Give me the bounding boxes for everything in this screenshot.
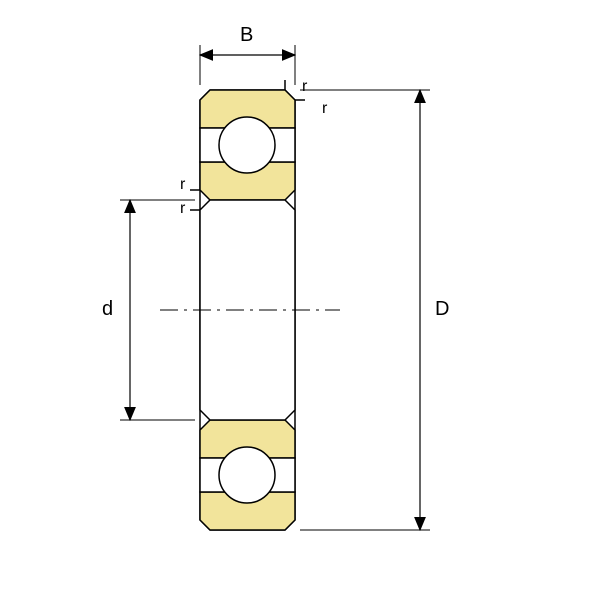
bearing-diagram — [0, 0, 600, 600]
label-r-outer-top: r — [302, 78, 307, 96]
inner-bore-outline — [200, 200, 295, 420]
drawing-canvas: B D d r r r r — [0, 0, 600, 600]
label-r-inner-top: r — [180, 176, 185, 194]
ball-lower — [219, 447, 275, 503]
label-r-inner-bottom: r — [180, 200, 185, 218]
ball-upper — [219, 117, 275, 173]
label-d: d — [102, 298, 113, 321]
label-r-outer-side: r — [322, 100, 327, 118]
label-B: B — [240, 24, 253, 47]
label-D: D — [435, 298, 449, 321]
